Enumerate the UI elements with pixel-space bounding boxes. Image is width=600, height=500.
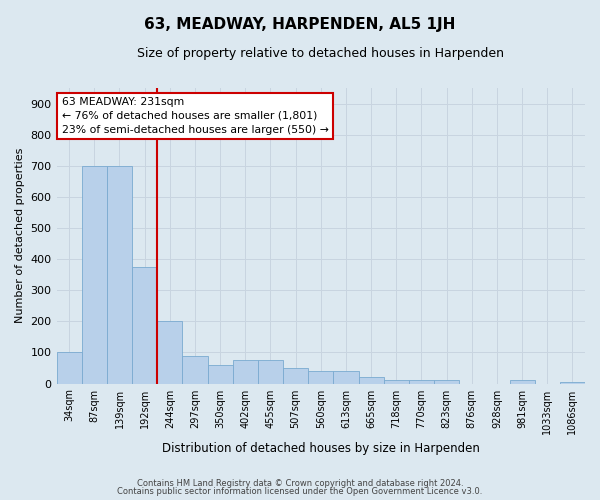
Bar	[434, 380, 459, 384]
Y-axis label: Number of detached properties: Number of detached properties	[15, 148, 25, 324]
Bar	[56, 352, 82, 384]
X-axis label: Distribution of detached houses by size in Harpenden: Distribution of detached houses by size …	[162, 442, 480, 455]
Bar	[308, 371, 334, 384]
Bar	[82, 166, 107, 384]
Bar	[509, 380, 535, 384]
Bar	[132, 267, 157, 384]
Bar	[258, 360, 283, 384]
Bar	[334, 371, 359, 384]
Bar	[107, 166, 132, 384]
Bar	[359, 378, 383, 384]
Title: Size of property relative to detached houses in Harpenden: Size of property relative to detached ho…	[137, 48, 504, 60]
Bar	[208, 365, 233, 384]
Bar	[157, 322, 182, 384]
Text: 63, MEADWAY, HARPENDEN, AL5 1JH: 63, MEADWAY, HARPENDEN, AL5 1JH	[145, 18, 455, 32]
Bar	[283, 368, 308, 384]
Bar	[182, 356, 208, 384]
Text: 63 MEADWAY: 231sqm
← 76% of detached houses are smaller (1,801)
23% of semi-deta: 63 MEADWAY: 231sqm ← 76% of detached hou…	[62, 97, 329, 135]
Bar	[409, 380, 434, 384]
Bar	[233, 360, 258, 384]
Bar	[383, 380, 409, 384]
Text: Contains HM Land Registry data © Crown copyright and database right 2024.: Contains HM Land Registry data © Crown c…	[137, 478, 463, 488]
Text: Contains public sector information licensed under the Open Government Licence v3: Contains public sector information licen…	[118, 487, 482, 496]
Bar	[560, 382, 585, 384]
